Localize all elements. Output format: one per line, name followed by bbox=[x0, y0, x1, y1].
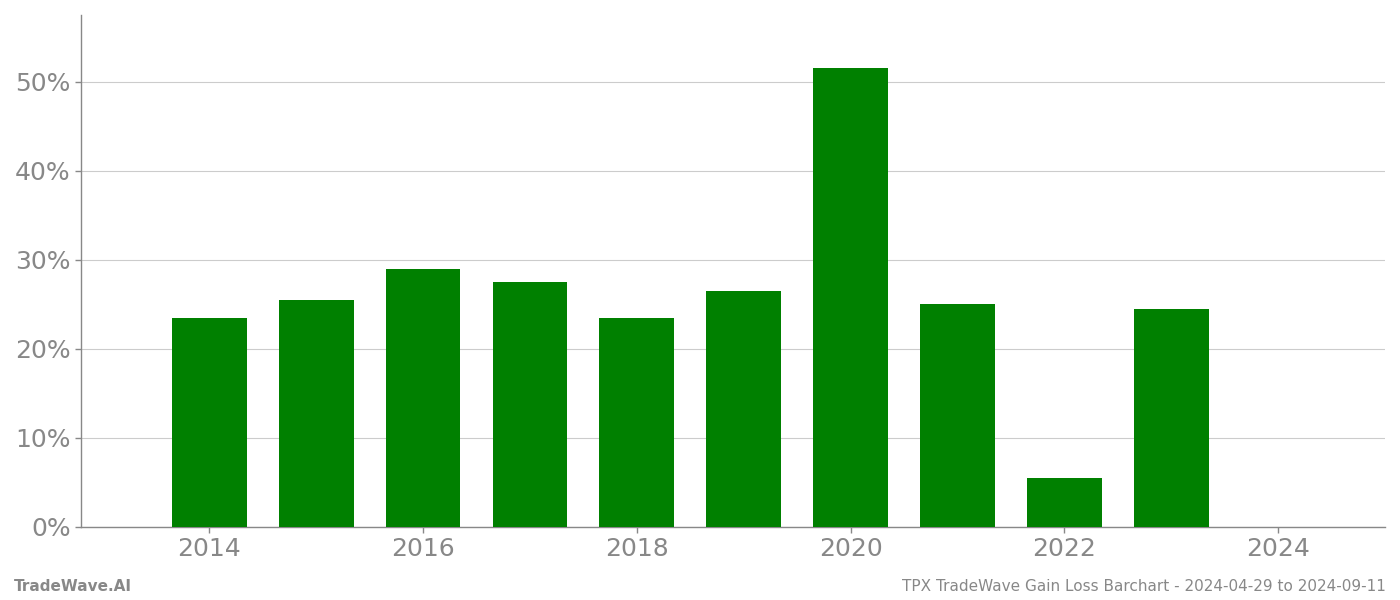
Bar bbox=[707, 291, 781, 527]
Bar bbox=[172, 317, 246, 527]
Bar bbox=[920, 304, 995, 527]
Bar bbox=[1134, 308, 1208, 527]
Bar bbox=[599, 317, 675, 527]
Bar bbox=[493, 282, 567, 527]
Bar bbox=[813, 68, 888, 527]
Bar bbox=[279, 300, 354, 527]
Text: TPX TradeWave Gain Loss Barchart - 2024-04-29 to 2024-09-11: TPX TradeWave Gain Loss Barchart - 2024-… bbox=[902, 579, 1386, 594]
Text: TradeWave.AI: TradeWave.AI bbox=[14, 579, 132, 594]
Bar bbox=[385, 269, 461, 527]
Bar bbox=[1028, 478, 1102, 527]
